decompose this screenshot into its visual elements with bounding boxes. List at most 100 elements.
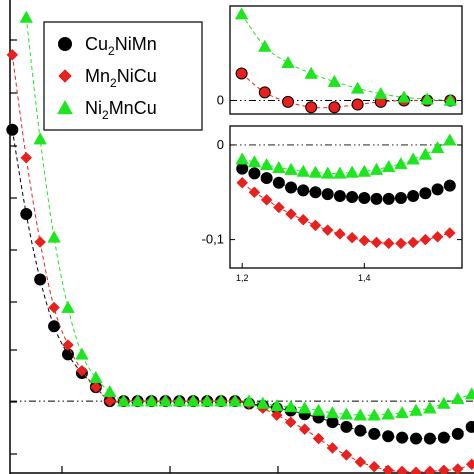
main-plot-series-1-point-2: [34, 236, 47, 248]
inset-bottom-series-0-point-4: [285, 181, 298, 194]
main-plot-series-2-point-26: [381, 407, 395, 420]
inset-bottom-series-1-point-13: [395, 237, 407, 250]
main-plot-series-0-point-25: [354, 424, 367, 437]
inset-top-series-1-point-9: [443, 93, 458, 106]
inset-bottom-series-2-point-17: [443, 133, 457, 146]
inset-top-series-0-point-0: [235, 67, 248, 80]
inset-bottom-series-2-point-11: [369, 162, 384, 175]
main-plot-series-2-point-27: [395, 405, 409, 419]
main-plot-series-1-point-4: [62, 339, 74, 351]
legend-marker-0: [58, 37, 72, 51]
inset-bottom-xtick-label-0: 1,2: [236, 273, 249, 283]
inset-bottom-series-2-point-9: [345, 165, 359, 178]
inset-bottom-series-1-point-4: [285, 208, 297, 220]
main-plot-series-0-point-30: [423, 432, 436, 445]
inset-bottom-series-0-point-17: [443, 179, 456, 192]
main-plot-series-2-point-19: [283, 399, 298, 413]
main-plot-series-0-point-28: [396, 431, 409, 444]
legend-marker-1: [58, 69, 72, 83]
main-plot-series-0-point-27: [382, 430, 395, 443]
inset-bottom-series-2-point-8: [333, 166, 347, 179]
main-plot-series-2-point-1: [33, 132, 47, 145]
inset-bottom-series-2-point-12: [381, 159, 396, 173]
inset-bottom-series-1-point-2: [260, 193, 273, 206]
inset-bottom-series-1-point-0: [236, 176, 249, 189]
inset-bottom-series-0-point-3: [272, 176, 285, 189]
main-plot-series-1-point-28: [396, 465, 408, 474]
main-plot-series-1-point-32: [451, 463, 464, 474]
main-plot-series-2-point-32: [464, 387, 474, 400]
main-plot-series-2-point-7: [116, 394, 131, 407]
inset-top-series-0-point-1: [258, 86, 271, 99]
main-plot-series-1-point-20: [284, 416, 297, 429]
inset-bottom-series-2-point-15: [418, 147, 433, 160]
main-plot-series-1-point-7: [103, 395, 116, 407]
inset-bottom-series-0-point-2: [260, 172, 273, 185]
inset-bottom-series-2-point-0: [235, 152, 249, 165]
inset-bottom-series-1-point-1: [248, 186, 261, 199]
main-plot-series-2-point-22: [325, 405, 340, 419]
main-plot-series-2-point-8: [130, 394, 145, 407]
inset-bottom-series-0-point-5: [297, 184, 310, 197]
inset-bottom-series-0-point-9: [346, 191, 359, 203]
main-plot-series-1-point-27: [382, 464, 395, 474]
inset-top-ytick-label-0: 0: [217, 93, 224, 108]
inset-bottom-xtick-label-1: 1,4: [358, 273, 371, 283]
main-plot-series-1-point-26: [368, 460, 381, 473]
inset-bottom-series-1-point-5: [297, 213, 310, 226]
main-plot-series-2-point-16: [242, 394, 256, 407]
inset-top-series-1-point-2: [281, 55, 295, 69]
main-plot-series-1-point-30: [424, 465, 436, 474]
main-plot-series-2-point-2: [47, 230, 61, 243]
inset-bottom-series-0-point-1: [248, 167, 261, 180]
main-plot-series-2-line: [25, 17, 472, 416]
inset-bottom-series-1-point-9: [346, 231, 358, 244]
main-plot-series-1-point-1: [20, 151, 33, 164]
main-plot-series-0-point-24: [340, 420, 353, 433]
main-plot-series-0-point-1: [20, 207, 33, 220]
inset-top-series-1-point-0: [234, 7, 249, 20]
main-plot-series-2-point-9: [144, 394, 159, 407]
inset-bottom-plot: 0 -0,1 1,2 1,4: [202, 125, 463, 283]
inset-bottom-ytick-label-0: 0: [217, 137, 224, 152]
inset-bottom-series-2-point-3: [272, 160, 286, 173]
legend-label-0: Cu2NiMn: [85, 34, 157, 58]
inset-bottom-series-1-point-15: [419, 233, 432, 246]
inset-bottom-series-0-point-13: [394, 191, 407, 204]
main-plot-series-2-point-31: [451, 391, 465, 405]
main-plot-series-1-point-23: [326, 442, 339, 454]
main-plot-series-0-point-23: [326, 416, 339, 429]
inset-bottom-series-0-point-6: [309, 186, 322, 199]
legend-label-2: Ni2MnCu: [85, 98, 157, 122]
legend-label-1: Mn2NiCu: [85, 66, 157, 90]
inset-bottom-series-0-point-0: [236, 162, 249, 175]
inset-bottom-series-0-point-11: [370, 192, 383, 205]
main-plot-series-2-point-12: [186, 394, 201, 407]
legend: Cu2NiMn Mn2NiCu Ni2MnCu: [43, 21, 203, 131]
inset-bottom-series-2-point-16: [430, 140, 445, 154]
inset-bottom-series-0-point-7: [321, 188, 334, 201]
main-plot-series-1-point-0: [6, 49, 19, 61]
main-plot-series-0-point-2: [34, 273, 47, 286]
inset-top-series-0-point-3: [305, 101, 318, 114]
main-plot-series-0-point-31: [437, 431, 450, 444]
main-plot-series-0-point-29: [410, 432, 422, 445]
main-plot-series-2-point-6: [103, 384, 117, 398]
inset-bottom-series-0-point-10: [358, 191, 371, 204]
inset-top-series-1-point-6: [374, 86, 388, 100]
main-plot-series-0-point-32: [451, 427, 464, 440]
inset-bottom-series-2-point-10: [357, 164, 372, 177]
inset-bottom-series-1-point-8: [334, 228, 346, 240]
inset-bottom-series-0-point-15: [419, 187, 432, 200]
main-plot-series-2-point-11: [172, 394, 187, 407]
main-plot-series-1-point-31: [437, 464, 450, 474]
inset-bottom-series-1-point-14: [407, 236, 420, 249]
main-plot-series-1-point-3: [48, 301, 60, 314]
inset-bottom-series-0-point-14: [407, 190, 420, 203]
inset-top-series-1-point-7: [397, 90, 411, 103]
main-plot-series-2-point-4: [75, 347, 89, 360]
main-plot-series-2-point-14: [214, 394, 228, 407]
inset-bottom-series-2-point-7: [320, 166, 335, 179]
main-plot: [6, 0, 474, 474]
inset-bottom-series-2-point-5: [296, 164, 311, 177]
